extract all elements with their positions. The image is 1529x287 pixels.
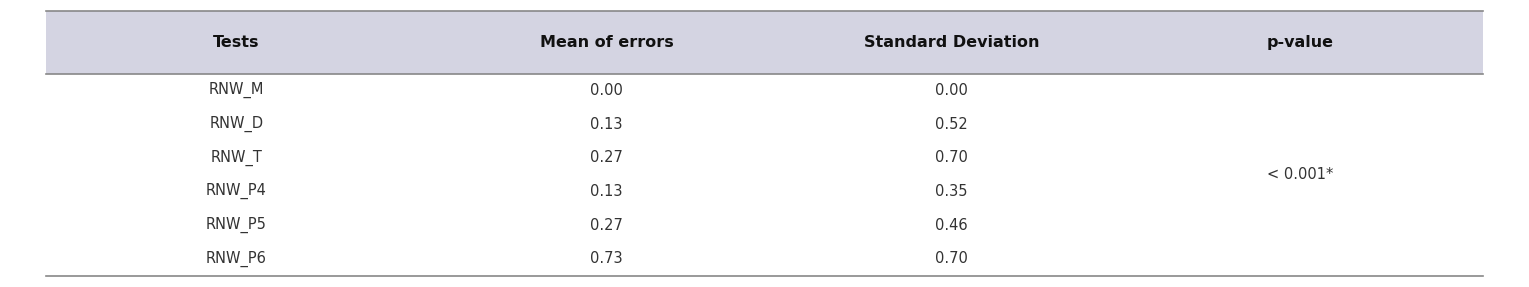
Text: 0.35: 0.35: [936, 184, 968, 199]
Text: p-value: p-value: [1266, 35, 1333, 50]
Text: 0.00: 0.00: [590, 83, 622, 98]
Text: 0.46: 0.46: [936, 218, 968, 232]
Text: 0.27: 0.27: [590, 218, 622, 232]
Text: 0.13: 0.13: [590, 117, 622, 131]
Text: < 0.001*: < 0.001*: [1266, 167, 1333, 182]
Text: RNW_T: RNW_T: [211, 150, 263, 166]
FancyBboxPatch shape: [46, 11, 1483, 73]
Text: 0.52: 0.52: [934, 117, 968, 131]
Text: Standard Deviation: Standard Deviation: [864, 35, 1040, 50]
Text: RNW_M: RNW_M: [208, 82, 265, 98]
Text: 0.27: 0.27: [590, 150, 622, 165]
Text: 0.70: 0.70: [934, 150, 968, 165]
Text: 0.00: 0.00: [934, 83, 968, 98]
Text: 0.70: 0.70: [934, 251, 968, 266]
Text: RNW_P4: RNW_P4: [206, 183, 266, 199]
Text: RNW_P6: RNW_P6: [206, 251, 266, 267]
Text: Tests: Tests: [213, 35, 260, 50]
Text: 0.13: 0.13: [590, 184, 622, 199]
Text: RNW_P5: RNW_P5: [206, 217, 266, 233]
Text: 0.73: 0.73: [590, 251, 622, 266]
Text: RNW_D: RNW_D: [209, 116, 263, 132]
Text: Mean of errors: Mean of errors: [540, 35, 673, 50]
